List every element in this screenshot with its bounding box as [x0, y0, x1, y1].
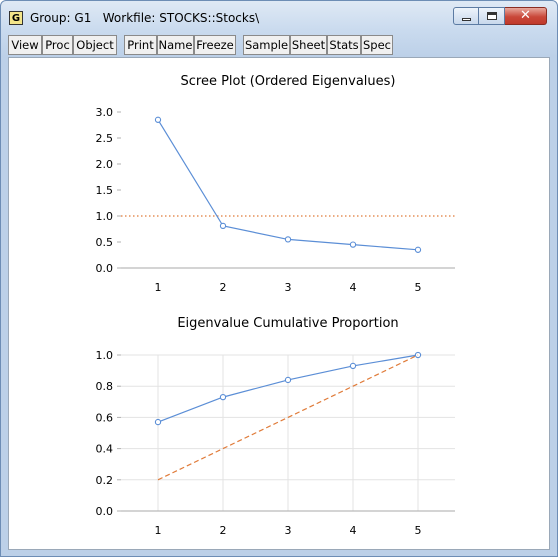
- data-point: [414, 246, 422, 253]
- x-tick-label: 2: [220, 524, 227, 537]
- y-tick-label: 2.5: [96, 132, 114, 145]
- data-point: [349, 241, 357, 248]
- y-tick-label: 0.8: [96, 380, 114, 393]
- print-button[interactable]: Print: [124, 35, 157, 55]
- view-button[interactable]: View: [8, 35, 42, 55]
- y-tick-label: 0.0: [96, 505, 114, 518]
- x-tick-label: 4: [350, 281, 357, 294]
- y-tick-label: 0.6: [96, 411, 114, 424]
- y-tick-label: 0.4: [96, 443, 114, 456]
- window-title: Group: G1 Workfile: STOCKS::Stocks\: [30, 11, 260, 25]
- freeze-button[interactable]: Freeze: [194, 35, 236, 55]
- chart-title: Eigenvalue Cumulative Proportion: [177, 316, 398, 331]
- object-button[interactable]: Object: [73, 35, 117, 55]
- data-point: [219, 393, 227, 401]
- chart-2: Eigenvalue Cumulative Proportion 0.0 0.2 0.…: [96, 316, 455, 537]
- sheet-button[interactable]: Sheet: [290, 35, 327, 55]
- close-button[interactable]: ✕: [505, 7, 547, 25]
- x-tick-label: 5: [415, 524, 422, 537]
- y-tick-label: 0.0: [96, 262, 114, 275]
- y-tick-label: 1.0: [96, 349, 114, 362]
- maximize-button[interactable]: [479, 7, 505, 25]
- data-point: [154, 116, 162, 123]
- x-tick-label: 2: [220, 281, 227, 294]
- y-tick-label: 3.0: [96, 106, 114, 119]
- x-tick-label: 1: [155, 524, 162, 537]
- sample-button[interactable]: Sample: [243, 35, 290, 55]
- minimize-button[interactable]: [453, 7, 479, 25]
- y-tick-label: 2.0: [96, 158, 114, 171]
- data-point: [284, 376, 292, 384]
- graph-view: Scree Plot (Ordered Eigenvalues) 0.0 0.5 1.…: [8, 57, 550, 550]
- maximize-icon: [486, 12, 497, 20]
- data-point: [219, 222, 227, 230]
- x-tick-label: 3: [285, 281, 292, 294]
- x-tick-label: 5: [415, 281, 422, 294]
- minimize-icon: [461, 17, 471, 21]
- group-app-icon[interactable]: G: [9, 11, 23, 25]
- name-button[interactable]: Name: [157, 35, 194, 55]
- x-tick-label: 3: [285, 524, 292, 537]
- x-tick-label: 4: [350, 524, 357, 537]
- spec-button[interactable]: Spec: [361, 35, 393, 55]
- proc-button[interactable]: Proc: [42, 35, 73, 55]
- series-line: [157, 119, 419, 251]
- y-tick-label: 0.5: [96, 236, 114, 249]
- data-point: [154, 418, 162, 426]
- y-tick-label: 1.0: [96, 210, 114, 223]
- title-bar[interactable]: G Group: G1 Workfile: STOCKS::Stocks\ ✕: [1, 1, 557, 33]
- data-point: [349, 362, 357, 370]
- y-tick-label: 0.2: [96, 474, 114, 487]
- chart-title: Scree Plot (Ordered Eigenvalues): [180, 74, 395, 89]
- window-controls: ✕: [453, 7, 547, 27]
- x-tick-label: 1: [155, 281, 162, 294]
- close-icon: ✕: [520, 8, 531, 23]
- reference-series-line: [157, 354, 419, 481]
- charts-canvas: Scree Plot (Ordered Eigenvalues) 0.0 0.5 1.…: [96, 74, 455, 537]
- stats-button[interactable]: Stats: [327, 35, 361, 55]
- data-point: [284, 236, 292, 243]
- chart-1: Scree Plot (Ordered Eigenvalues) 0.0 0.5 1.…: [96, 74, 455, 294]
- y-tick-label: 1.5: [96, 184, 114, 197]
